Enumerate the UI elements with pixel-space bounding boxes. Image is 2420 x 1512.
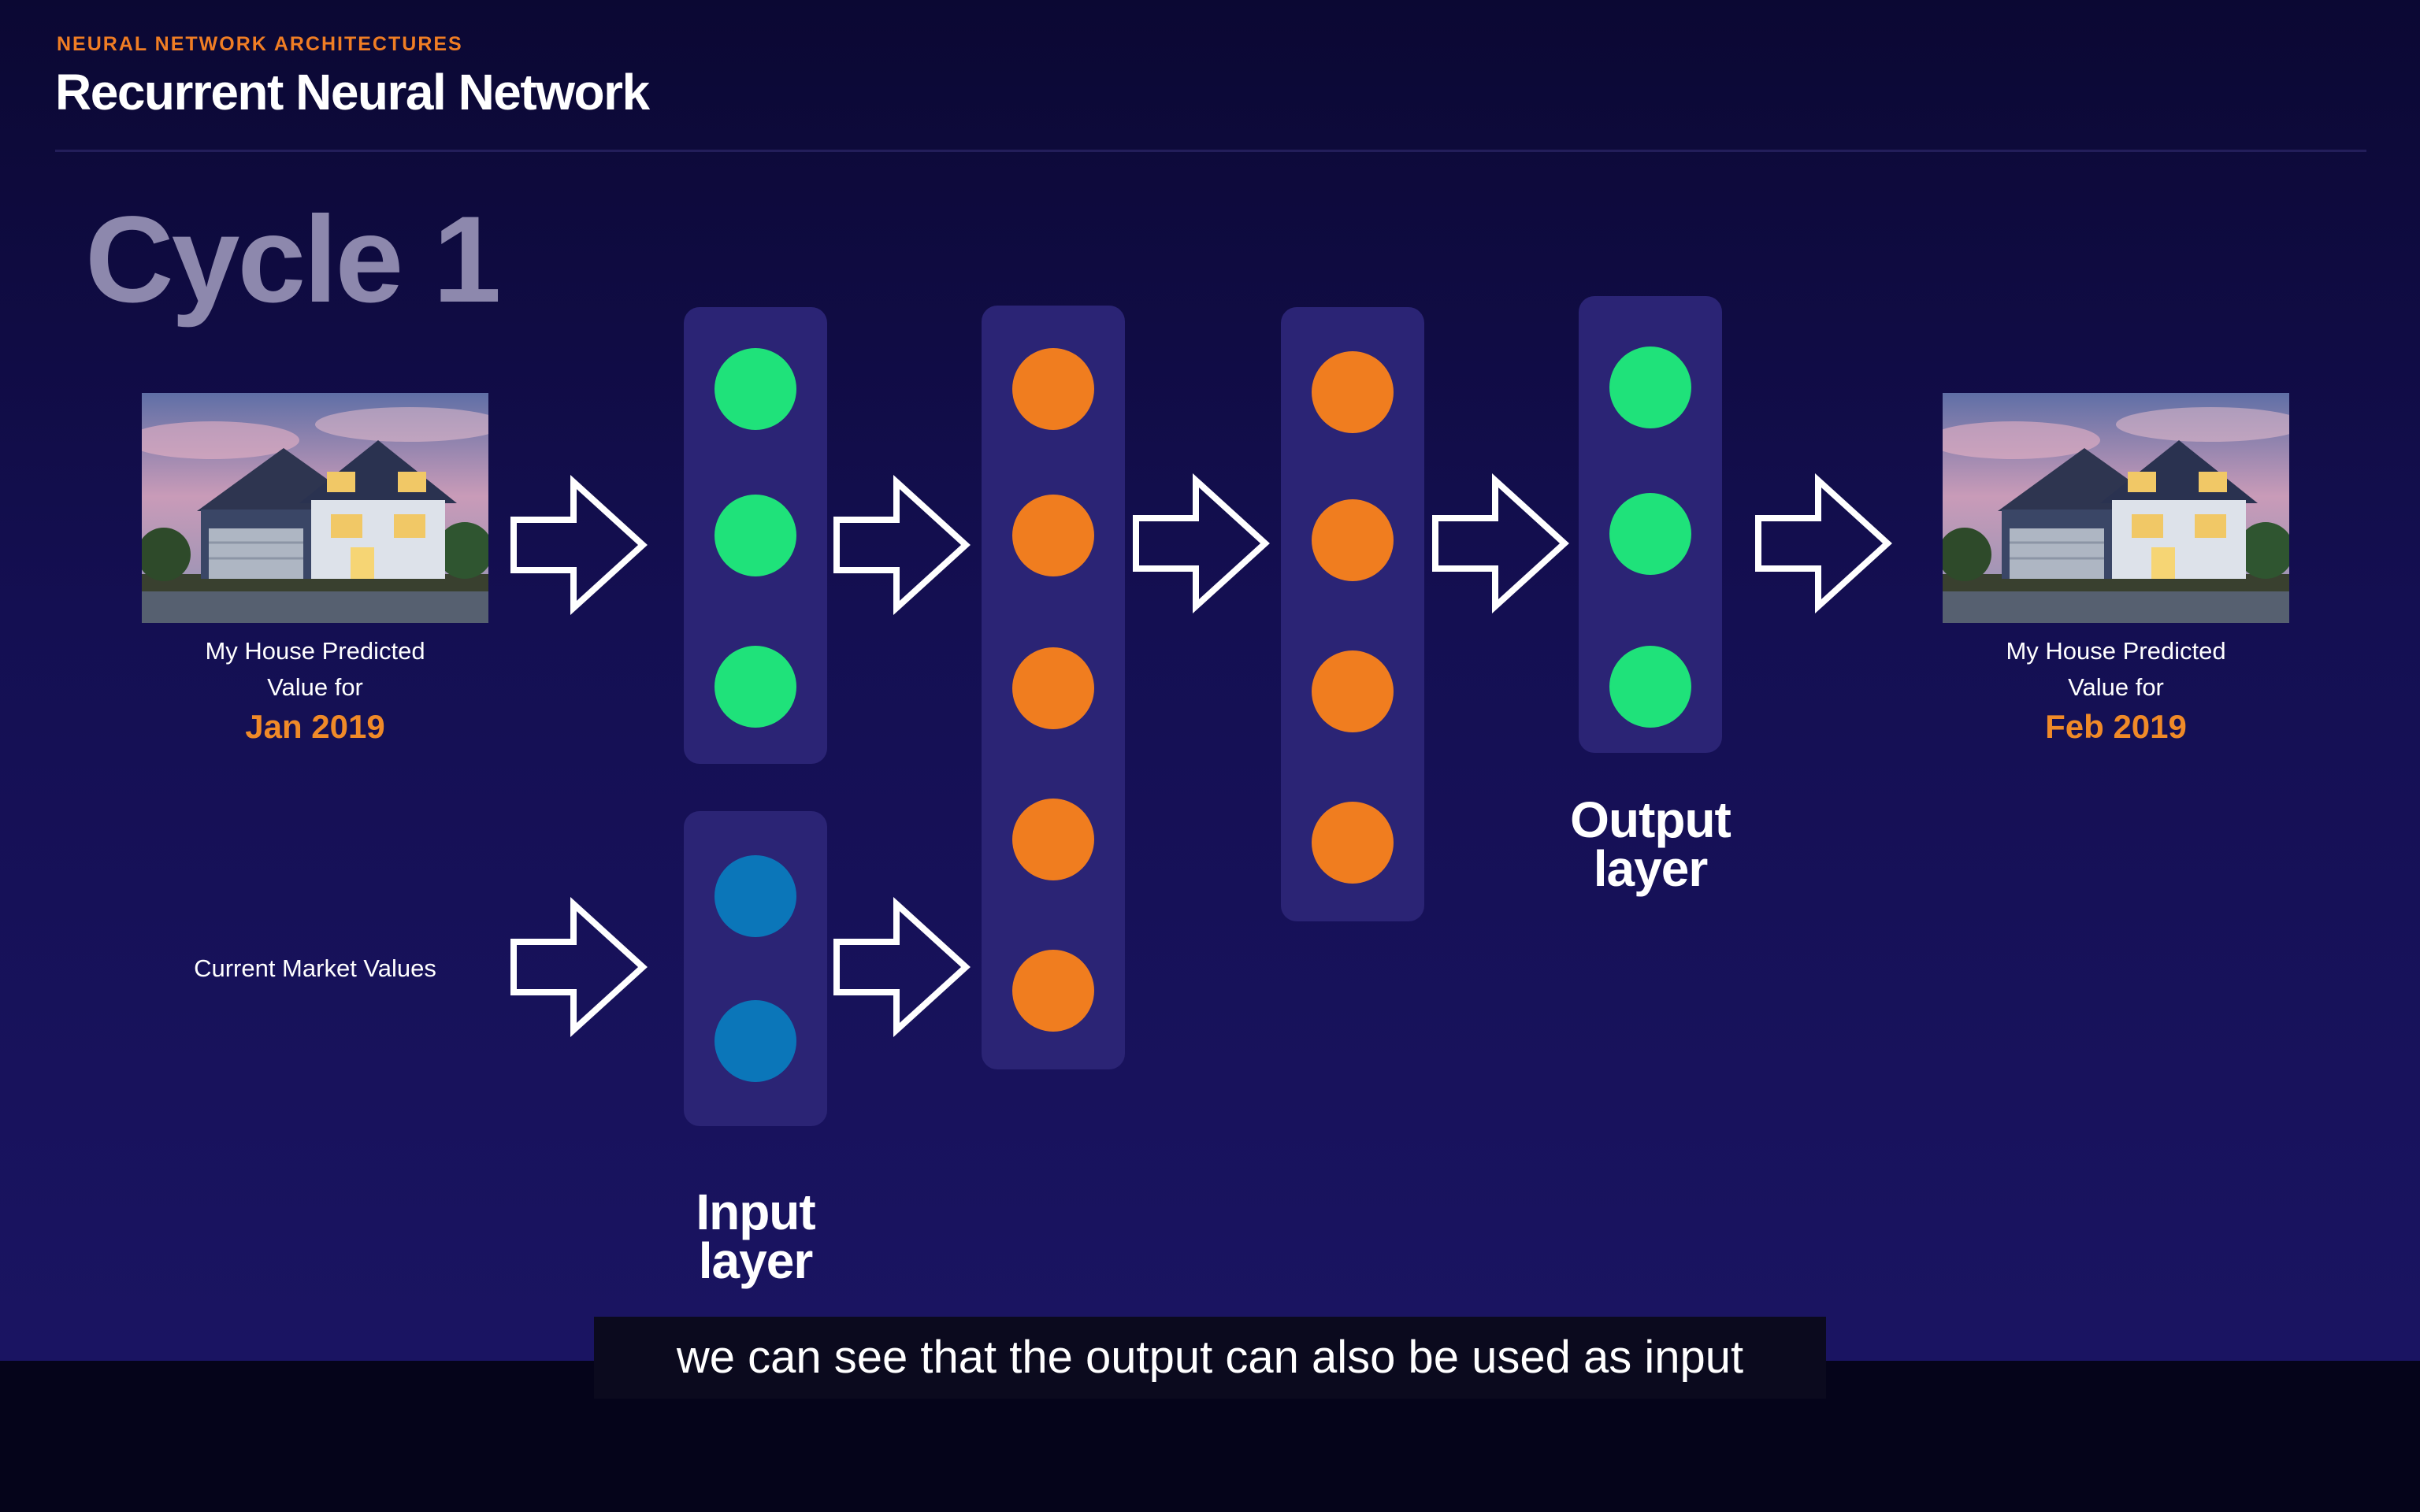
input-layer-label: Input layer <box>645 1187 866 1286</box>
node <box>1012 495 1094 576</box>
node <box>1012 647 1094 729</box>
node <box>1012 799 1094 880</box>
node <box>714 855 796 937</box>
node <box>1312 650 1394 732</box>
slide-title: Recurrent Neural Network <box>55 64 650 120</box>
slide: NEURAL NETWORK ARCHITECTURES Recurrent N… <box>0 0 2420 1361</box>
section-kicker: NEURAL NETWORK ARCHITECTURES <box>57 33 463 55</box>
output-caption-line2: Value for <box>2068 673 2164 701</box>
node <box>714 1000 796 1082</box>
arrow-right-icon <box>509 896 651 1038</box>
node <box>1312 802 1394 884</box>
input-house-caption: My House Predicted Value for Jan 2019 <box>142 633 488 748</box>
subtitle-caption: we can see that the output can also be u… <box>594 1317 1826 1399</box>
node <box>714 348 796 430</box>
input-layer-top <box>684 307 827 764</box>
arrow-right-icon <box>509 474 651 616</box>
hidden-layer-1 <box>982 306 1125 1069</box>
output-layer-label-line2: layer <box>1593 840 1708 897</box>
node <box>1012 950 1094 1032</box>
output-house-caption: My House Predicted Value for Feb 2019 <box>1943 633 2289 748</box>
node <box>1312 499 1394 581</box>
output-date: Feb 2019 <box>2045 708 2187 745</box>
output-layer-label-line1: Output <box>1570 791 1731 848</box>
output-layer-label: Output layer <box>1524 795 1776 894</box>
input-date: Jan 2019 <box>245 708 385 745</box>
header-divider <box>55 150 2366 152</box>
input-caption-line1: My House Predicted <box>205 637 425 665</box>
node <box>1609 346 1691 428</box>
output-layer <box>1579 296 1722 753</box>
input-caption-line2: Value for <box>267 673 363 701</box>
arrow-right-icon <box>832 896 974 1038</box>
arrow-right-icon <box>1131 472 1273 614</box>
input-layer-label-line2: layer <box>698 1232 813 1289</box>
market-values-label: Current Market Values <box>194 954 436 982</box>
input-layer-bottom <box>684 811 827 1126</box>
node <box>1609 646 1691 728</box>
node <box>1012 348 1094 430</box>
arrow-right-icon <box>1754 472 1895 614</box>
node <box>1312 351 1394 433</box>
arrow-right-icon <box>832 474 974 616</box>
output-house-image <box>1943 393 2289 623</box>
input-layer-label-line1: Input <box>696 1184 815 1240</box>
arrow-right-icon <box>1431 472 1572 614</box>
hidden-layer-2 <box>1281 307 1424 921</box>
node <box>714 495 796 576</box>
node <box>1609 493 1691 575</box>
output-caption-line1: My House Predicted <box>2006 637 2226 665</box>
cycle-label: Cycle 1 <box>85 191 501 328</box>
node <box>714 646 796 728</box>
input-house-image <box>142 393 488 623</box>
